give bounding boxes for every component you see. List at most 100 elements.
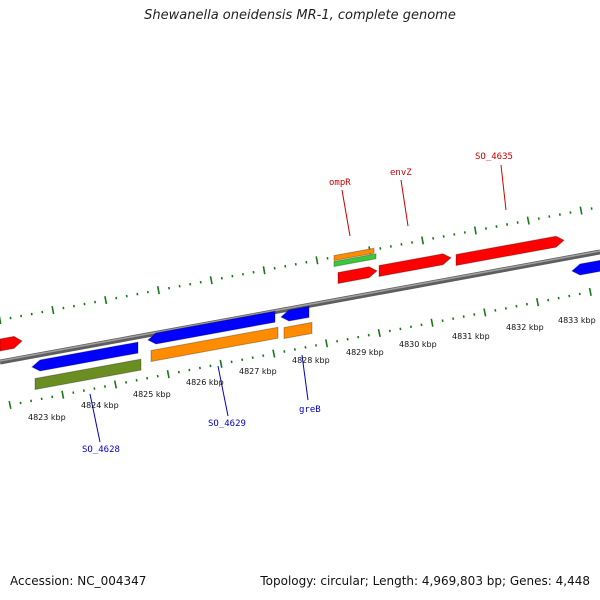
lower-scale-minor-tick <box>515 304 518 308</box>
gene-envz-red-outline <box>378 253 452 278</box>
gene-envz-red[interactable] <box>378 253 452 278</box>
upper-scale-minor-tick <box>453 233 456 236</box>
accession-text: Accession: NC_004347 <box>10 574 147 588</box>
leader-greb <box>301 354 309 401</box>
lower-scale-minor-tick <box>578 292 581 296</box>
upper-scale-minor-tick <box>72 304 75 308</box>
gene-so4635-red-outline <box>455 235 565 267</box>
gene-greb-orange-outline <box>283 321 313 340</box>
map-title: Shewanella oneidensis MR-1, complete gen… <box>144 8 456 23</box>
gene-ompr-red-outline <box>337 266 378 285</box>
upper-scale-minor-tick <box>125 294 128 298</box>
lower-scale-minor-tick <box>452 317 455 320</box>
lower-scale-minor-tick <box>283 350 286 353</box>
gene-label-greb[interactable]: greB <box>299 405 321 415</box>
gene-greb-blue-outline <box>280 305 310 322</box>
lower-scale-minor-tick <box>19 401 22 405</box>
gene-so4635-red[interactable] <box>455 235 565 267</box>
gene-so4629-orange-body <box>151 327 278 362</box>
gene-red-left-edge-outline <box>0 335 23 352</box>
kbp-label-4825: 4825 kbp <box>133 390 171 399</box>
kbp-label-4829: 4829 kbp <box>346 348 384 357</box>
gene-ompr-green[interactable] <box>333 253 377 268</box>
gene-so4629-blue-body <box>148 311 275 344</box>
lower-scale-minor-tick <box>547 298 550 302</box>
leader-envz <box>400 179 409 227</box>
kbp-label-4827: 4827 kbp <box>239 367 277 376</box>
gene-ompr-red-body <box>338 266 377 284</box>
upper-scale-minor-tick <box>220 276 223 280</box>
lower-scale-minor-tick <box>103 385 106 388</box>
lower-scale-major-tick <box>377 328 381 338</box>
lower-scale-major-tick <box>430 318 434 327</box>
leader-so4629 <box>217 365 229 417</box>
lower-scale-minor-tick <box>473 313 476 316</box>
upper-scale-minor-tick <box>484 227 487 230</box>
upper-scale-major-tick <box>262 266 266 275</box>
gene-so4628-olive-body <box>35 359 141 390</box>
gene-ompr-red[interactable] <box>337 266 378 285</box>
gene-ompr-orange-body <box>334 248 374 261</box>
gene-so4629-orange-outline <box>150 326 279 363</box>
leader-so4635 <box>500 164 507 211</box>
gene-label-so4628[interactable]: SO_4628 <box>82 445 120 455</box>
gene-so4629-blue-outline <box>147 310 276 345</box>
gene-label-envz[interactable]: envZ <box>390 168 412 178</box>
lower-scale-minor-tick <box>388 329 391 333</box>
kbp-label-4826: 4826 kbp <box>186 378 224 387</box>
upper-scale-minor-tick <box>20 314 23 318</box>
gene-greb-orange-body <box>284 322 312 339</box>
lower-scale-major-tick <box>113 380 118 389</box>
upper-scale-minor-tick <box>516 221 519 224</box>
gene-features <box>0 235 600 391</box>
gene-red-left-edge[interactable] <box>0 335 23 352</box>
lower-scale-minor-tick <box>241 358 244 362</box>
upper-scale-minor-tick <box>432 237 435 240</box>
upper-scale-major-tick <box>315 256 319 265</box>
gene-label-ompr[interactable]: ompR <box>329 178 351 188</box>
upper-scale-minor-tick <box>189 282 192 286</box>
gene-so4629-blue[interactable] <box>147 310 276 345</box>
lower-scale-minor-tick <box>188 368 191 372</box>
gene-blue-right-edge-outline <box>571 259 600 276</box>
upper-scale-major-tick <box>104 296 108 305</box>
upper-scale-major-tick <box>156 286 160 295</box>
gene-ompr-green-outline <box>333 253 377 268</box>
lower-scale-minor-tick <box>198 366 201 370</box>
lower-scale-minor-tick <box>146 376 149 380</box>
gene-greb-blue[interactable] <box>280 305 310 322</box>
upper-scale-minor-tick <box>136 292 139 296</box>
lower-scale-minor-tick <box>262 354 265 357</box>
lower-scale-minor-tick <box>409 325 412 329</box>
lower-scale-minor-tick <box>40 397 43 401</box>
gene-greb-orange[interactable] <box>283 321 313 340</box>
gene-blue-right-edge-body <box>572 260 600 275</box>
upper-scale-minor-tick <box>463 231 466 234</box>
genome-backbone <box>0 249 600 365</box>
lower-scale-major-tick <box>588 287 592 296</box>
gene-ompr-orange[interactable] <box>333 247 375 262</box>
upper-scale-major-tick <box>579 206 583 215</box>
gene-so4629-orange[interactable] <box>150 326 279 363</box>
lower-scale-major-tick <box>61 390 65 399</box>
kbp-label-4833: 4833 kbp <box>558 316 596 325</box>
gene-so4628-olive[interactable] <box>34 358 142 391</box>
kbp-labels: 4823 kbp 4824 kbp 4825 kbp 4826 kbp 4827… <box>28 316 596 422</box>
lower-scale-minor-tick <box>125 381 128 384</box>
lower-scale-major-tick <box>325 339 329 348</box>
lower-scale-minor-tick <box>177 370 180 374</box>
gene-label-so4635[interactable]: SO_4635 <box>475 152 513 162</box>
gene-so4628-blue-body <box>32 342 138 371</box>
gene-blue-right-edge[interactable] <box>571 259 600 276</box>
gene-so4628-blue[interactable] <box>31 341 139 372</box>
kbp-label-4830: 4830 kbp <box>399 340 437 349</box>
lower-scale-minor-tick <box>346 337 349 341</box>
upper-scale-major-tick <box>526 216 530 225</box>
lower-scale-minor-tick <box>209 364 212 368</box>
lower-scale-major-tick <box>166 370 170 379</box>
gene-label-so4629[interactable]: SO_4629 <box>208 419 246 429</box>
upper-scale-minor-tick <box>168 286 171 290</box>
lower-scale-major-tick <box>272 349 276 358</box>
lower-scale-minor-tick <box>304 346 307 349</box>
gene-so4628-blue-outline <box>31 341 139 372</box>
